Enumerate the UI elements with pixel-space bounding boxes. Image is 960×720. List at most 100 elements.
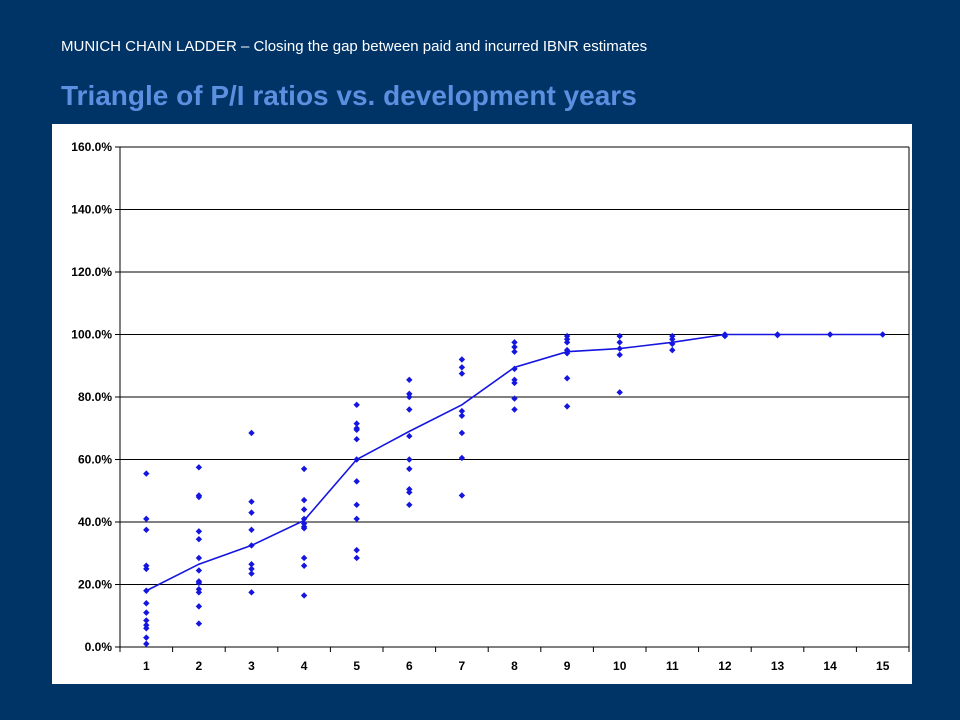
data-point-marker bbox=[248, 509, 255, 516]
data-point-marker bbox=[143, 470, 150, 477]
x-tick-label: 14 bbox=[823, 659, 837, 673]
data-point-marker bbox=[721, 332, 729, 340]
data-point-marker bbox=[353, 554, 360, 562]
data-point-marker bbox=[195, 554, 203, 562]
data-point-marker bbox=[353, 546, 360, 554]
data-point-marker bbox=[511, 343, 518, 351]
data-point-marker bbox=[669, 346, 676, 354]
data-point-marker bbox=[143, 526, 150, 534]
y-tick-label: 140.0% bbox=[71, 203, 112, 217]
average-ratio-line bbox=[145, 333, 883, 592]
x-tick-label: 10 bbox=[613, 659, 627, 673]
data-point-marker bbox=[511, 365, 518, 373]
data-point-marker bbox=[563, 339, 571, 346]
data-point-marker bbox=[195, 464, 203, 471]
data-point-marker bbox=[406, 465, 413, 473]
x-tick-label: 3 bbox=[248, 659, 255, 673]
header-supertitle: MUNICH CHAIN LADDER – Closing the gap be… bbox=[61, 38, 648, 55]
x-tick-label: 15 bbox=[876, 659, 890, 673]
data-point-marker bbox=[300, 554, 308, 562]
data-point-marker bbox=[353, 420, 360, 427]
data-point-marker bbox=[195, 603, 203, 610]
data-point-marker bbox=[458, 412, 466, 419]
data-point-marker bbox=[669, 340, 676, 348]
data-point-marker bbox=[195, 620, 203, 627]
y-tick-label: 100.0% bbox=[71, 328, 112, 342]
data-point-marker bbox=[774, 331, 781, 339]
x-tick-label: 5 bbox=[353, 659, 360, 673]
y-tick-label: 120.0% bbox=[71, 265, 112, 279]
data-point-marker bbox=[300, 562, 308, 569]
data-point-marker bbox=[563, 375, 571, 382]
data-point-marker bbox=[143, 617, 150, 624]
y-tick-label: 160.0% bbox=[71, 140, 112, 154]
y-axis-ticks: 0.0% 20.0% 40.0% 60.0% 80.0% 100.0% 120.0% 140.… bbox=[71, 140, 120, 654]
x-tick-label: 13 bbox=[771, 659, 785, 673]
data-point-marker bbox=[511, 395, 518, 402]
x-tick-label: 12 bbox=[718, 659, 732, 673]
data-point-marker bbox=[195, 579, 203, 587]
y-tick-label: 20.0% bbox=[78, 578, 112, 592]
data-point-marker bbox=[406, 376, 413, 384]
data-point-marker bbox=[879, 331, 886, 338]
data-point-marker bbox=[300, 525, 308, 532]
data-point-marker bbox=[300, 515, 308, 523]
data-point-marker bbox=[248, 565, 255, 573]
data-point-marker bbox=[143, 634, 150, 641]
data-point-marker bbox=[143, 640, 150, 648]
data-point-marker bbox=[143, 609, 150, 616]
data-point-marker bbox=[143, 625, 150, 632]
data-points bbox=[143, 331, 886, 648]
data-point-marker bbox=[300, 496, 308, 504]
data-point-marker bbox=[406, 489, 413, 496]
data-point-marker bbox=[248, 498, 255, 505]
data-point-marker bbox=[826, 331, 834, 338]
data-point-marker bbox=[511, 348, 518, 355]
data-point-marker bbox=[248, 570, 255, 577]
data-point-marker bbox=[669, 335, 676, 343]
data-point-marker bbox=[616, 332, 623, 340]
data-point-marker bbox=[353, 501, 360, 509]
data-point-marker bbox=[406, 393, 413, 401]
data-point-marker bbox=[563, 403, 571, 410]
data-point-marker bbox=[563, 350, 571, 357]
data-point-marker bbox=[353, 456, 360, 463]
data-point-marker bbox=[406, 456, 413, 463]
data-point-marker bbox=[353, 401, 360, 409]
data-point-marker bbox=[248, 542, 255, 549]
data-point-marker bbox=[195, 535, 203, 543]
data-point-marker bbox=[195, 589, 203, 596]
x-tick-label: 11 bbox=[666, 659, 679, 673]
x-tick-label: 1 bbox=[143, 659, 150, 673]
data-point-marker bbox=[458, 356, 466, 363]
data-point-marker bbox=[353, 435, 360, 443]
data-point-marker bbox=[458, 370, 466, 377]
y-tick-label: 60.0% bbox=[78, 453, 112, 467]
scatter-chart: 0.0% 20.0% 40.0% 60.0% 80.0% 100.0% 120.0% 140.… bbox=[71, 140, 910, 673]
chart-title: Triangle of P/I ratios vs. development y… bbox=[61, 80, 637, 111]
y-tick-label: 0.0% bbox=[85, 640, 113, 654]
data-point-marker bbox=[143, 587, 150, 594]
data-point-marker bbox=[458, 364, 466, 371]
data-point-marker bbox=[511, 406, 518, 413]
data-point-marker bbox=[300, 592, 308, 599]
x-tick-label: 2 bbox=[196, 659, 203, 673]
data-point-marker bbox=[143, 565, 150, 573]
x-tick-label: 7 bbox=[459, 659, 466, 673]
data-point-marker bbox=[300, 506, 308, 513]
data-point-marker bbox=[458, 407, 466, 415]
data-point-marker bbox=[248, 589, 255, 596]
data-point-marker bbox=[195, 567, 203, 574]
data-point-marker bbox=[616, 339, 623, 346]
y-tick-label: 80.0% bbox=[78, 390, 112, 404]
chart-panel: 0.0% 20.0% 40.0% 60.0% 80.0% 100.0% 120.0% 140.… bbox=[52, 124, 912, 684]
data-point-marker bbox=[616, 345, 623, 352]
data-point-marker bbox=[511, 339, 518, 346]
x-tick-label: 6 bbox=[406, 659, 413, 673]
data-point-marker bbox=[458, 429, 466, 437]
x-tick-label: 4 bbox=[301, 659, 308, 673]
y-tick-label: 40.0% bbox=[78, 515, 112, 529]
data-point-marker bbox=[511, 379, 518, 387]
average-line bbox=[145, 333, 883, 592]
data-point-marker bbox=[248, 429, 255, 437]
